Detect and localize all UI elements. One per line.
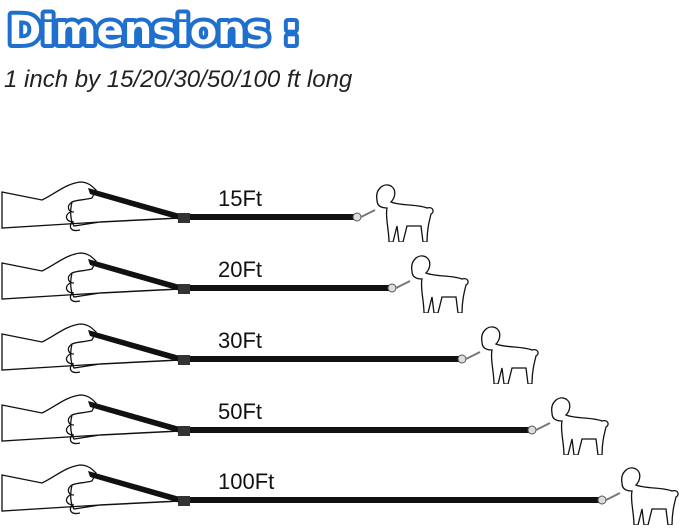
dog-icon: [481, 326, 539, 384]
leash-row: 15Ft: [0, 170, 679, 242]
dog-icon: [376, 184, 434, 242]
page-title: Dimensions :: [4, 4, 303, 58]
leash: [88, 330, 481, 365]
hand-icon: [1, 252, 101, 303]
leash: [88, 471, 621, 506]
length-label: 15Ft: [218, 186, 263, 211]
length-label: 30Ft: [218, 328, 263, 353]
hand-icon: [1, 464, 101, 515]
leash: [88, 401, 551, 436]
dog-icon: [551, 397, 609, 455]
dog-icon: [621, 467, 679, 525]
length-label: 50Ft: [218, 399, 263, 424]
leash: [88, 259, 411, 294]
dog-icon: [411, 255, 469, 313]
hand-icon: [1, 394, 101, 445]
length-label: 100Ft: [218, 469, 275, 494]
title-text: Dimensions :: [8, 8, 299, 54]
hand-icon: [1, 323, 101, 374]
leash-row: 20Ft: [0, 241, 679, 313]
hand-icon: [1, 181, 101, 232]
length-label: 20Ft: [218, 257, 263, 282]
leash-row: 30Ft: [0, 312, 679, 384]
leash: [88, 188, 376, 223]
leash-row: 100Ft: [0, 453, 679, 525]
subtitle: 1 inch by 15/20/30/50/100 ft long: [4, 66, 353, 93]
leash-row: 50Ft: [0, 383, 679, 455]
